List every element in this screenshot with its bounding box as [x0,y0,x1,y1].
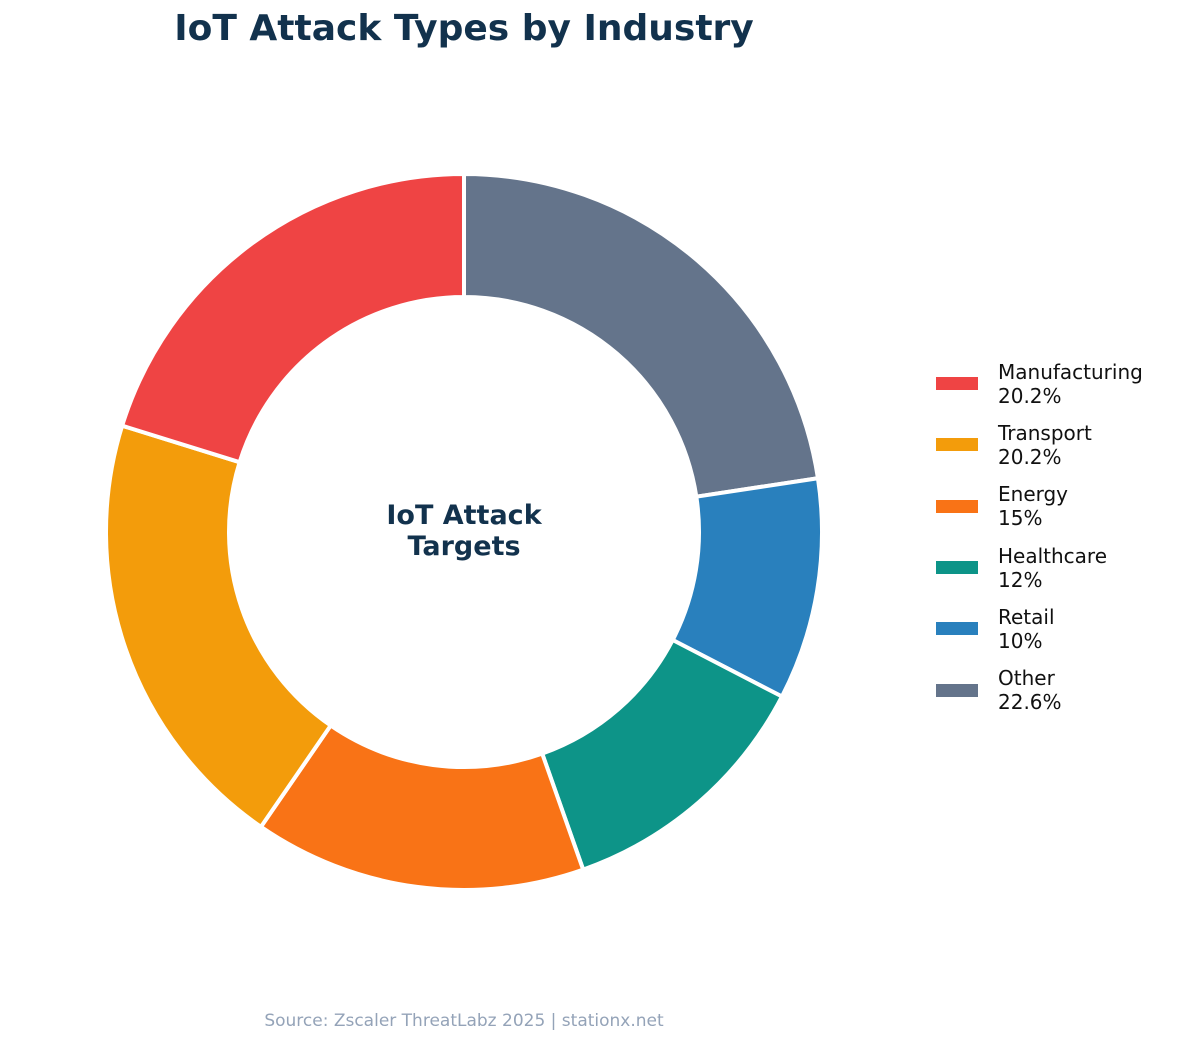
legend-item-manufacturing: Manufacturing 20.2% [936,353,1143,414]
legend-item-other: Other 22.6% [936,659,1143,720]
legend-value: 20.2% [998,383,1062,408]
legend-label: Manufacturing [998,359,1143,384]
chart-title: IoT Attack Types by Industry [174,8,754,49]
source-caption: Source: Zscaler ThreatLabz 2025 | statio… [264,1011,664,1031]
donut-center-label: IoT Attack Targets [344,500,584,562]
donut-slice-other [462,172,820,499]
legend-swatch [936,377,978,391]
center-label-line2: Targets [407,531,521,562]
legend-swatch [936,683,978,697]
legend-swatch [936,561,978,575]
legend-label: Healthcare [998,543,1108,568]
legend-label: Energy [998,482,1069,507]
legend-item-retail: Retail 10% [936,598,1143,659]
legend-label: Transport [998,420,1092,445]
center-label-line1: IoT Attack [386,500,542,531]
legend-item-transport: Transport 20.2% [936,414,1143,475]
legend-value: 15% [998,506,1043,531]
legend-label: Other [998,666,1055,691]
legend-item-energy: Energy 15% [936,476,1143,537]
legend-swatch [936,438,978,452]
legend-item-healthcare: Healthcare 12% [936,537,1143,598]
legend-swatch [936,622,978,636]
legend-swatch [936,499,978,513]
donut-slice-manufacturing [120,172,466,465]
legend-value: 22.6% [998,690,1062,715]
legend-label: Retail [998,604,1055,629]
legend: Manufacturing 20.2% Transport 20.2% Energy… [936,353,1143,721]
legend-value: 12% [998,567,1043,592]
donut-slices [104,172,824,892]
donut-slice-transport [104,423,333,829]
legend-value: 10% [998,628,1043,653]
legend-value: 20.2% [998,444,1062,469]
